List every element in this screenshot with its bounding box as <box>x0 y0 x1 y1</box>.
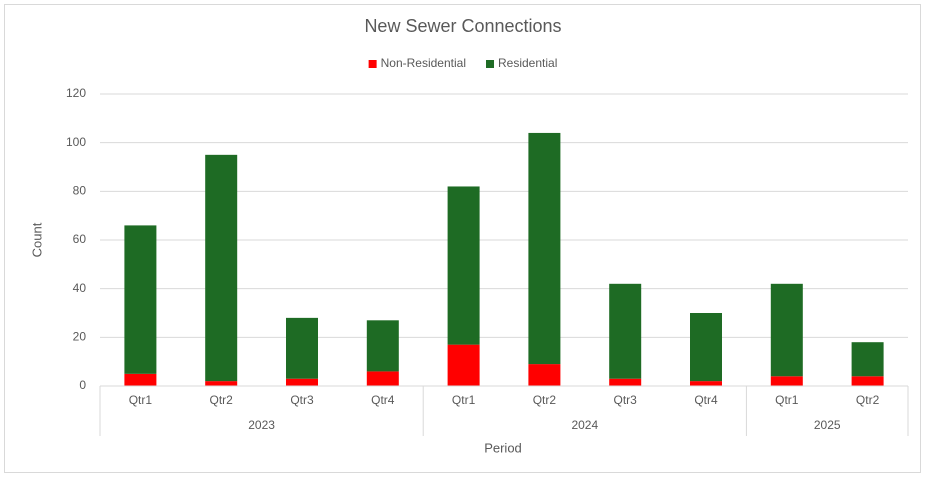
bar <box>447 186 480 345</box>
bar <box>528 364 561 386</box>
bar <box>366 320 399 372</box>
bar <box>528 132 561 365</box>
bar <box>851 342 884 377</box>
y-tick-label: 0 <box>79 378 86 392</box>
group-label: 2023 <box>248 418 275 432</box>
y-tick-label: 20 <box>73 330 87 344</box>
y-tick-label: 60 <box>73 232 87 246</box>
x-tick-label: Qtr1 <box>775 393 799 407</box>
y-tick-label: 40 <box>73 281 87 295</box>
x-tick-label: Qtr1 <box>129 393 153 407</box>
y-tick-label: 120 <box>66 86 86 100</box>
bar <box>366 371 399 386</box>
y-tick-label: 80 <box>73 184 87 198</box>
x-tick-label: Qtr3 <box>290 393 314 407</box>
bar <box>286 317 318 379</box>
bar <box>286 378 318 386</box>
bar <box>851 376 884 386</box>
group-label: 2024 <box>571 418 598 432</box>
bar <box>770 376 803 386</box>
legend-label: Residential <box>498 56 557 70</box>
y-axis-label: Count <box>29 222 44 257</box>
bar <box>609 283 642 379</box>
bar <box>609 378 642 386</box>
legend-swatch <box>486 60 495 68</box>
bar <box>690 381 722 386</box>
bar <box>447 344 480 386</box>
x-tick-label: Qtr3 <box>614 393 638 407</box>
bar <box>205 381 238 386</box>
x-tick-label: Qtr2 <box>210 393 234 407</box>
x-tick-label: Qtr2 <box>856 393 880 407</box>
x-axis-label: Period <box>484 440 522 455</box>
bar <box>124 225 157 374</box>
x-tick-label: Qtr4 <box>371 393 395 407</box>
x-tick-label: Qtr4 <box>694 393 718 407</box>
group-label: 2025 <box>814 418 841 432</box>
chart-title: New Sewer Connections <box>364 16 561 36</box>
legend-swatch <box>368 60 377 68</box>
x-tick-label: Qtr2 <box>533 393 557 407</box>
y-tick-label: 100 <box>66 135 86 149</box>
legend-label: Non-Residential <box>381 56 466 70</box>
bar <box>770 283 803 377</box>
x-tick-label: Qtr1 <box>452 393 476 407</box>
bar <box>690 313 722 382</box>
bar <box>124 373 157 386</box>
bar <box>205 154 238 382</box>
